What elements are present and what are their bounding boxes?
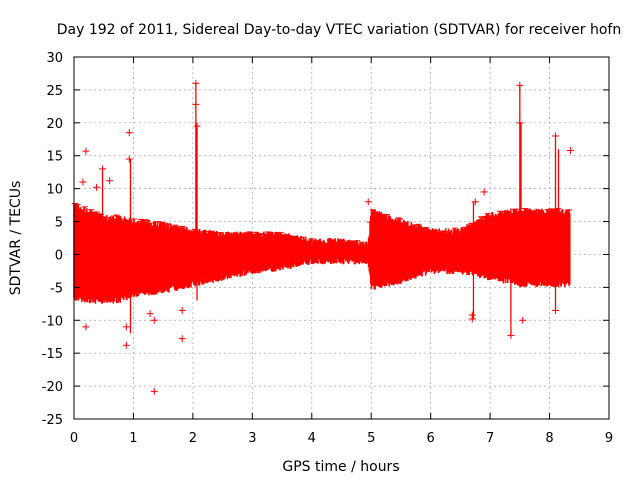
data-point [178,306,186,314]
data-point [507,331,515,339]
data-point [150,387,158,395]
data-point [99,165,107,173]
data-point [82,147,90,155]
x-tick-label: 7 [486,431,494,446]
data-point [122,323,130,331]
data-point [552,306,559,314]
x-tick-label: 8 [545,431,553,446]
y-tick-label: -25 [42,413,63,428]
x-tick-label: 5 [367,431,375,446]
data-point [519,316,527,324]
x-tick-label: 0 [70,431,78,446]
x-tick-label: 6 [427,431,435,446]
x-tick-label: 2 [189,431,197,446]
y-tick-label: 15 [46,150,63,165]
data-point [106,177,114,185]
data-point [516,81,524,89]
data-point [552,132,559,140]
data-point [125,155,133,163]
x-tick-label: 1 [129,431,137,446]
plot-frame [73,56,610,420]
x-tick-label: 9 [605,431,613,446]
data-point [516,119,524,127]
y-tick-label: 25 [46,84,63,99]
axis-ticks: 0 1 2 3 4 5 6 7 8 9 -25 -20 -15 -10 -5 0 5 10 15 20 25 30 [42,51,613,446]
y-tick-label: 0 [55,248,63,263]
y-tick-label: -20 [42,380,63,395]
data-point [150,316,158,324]
data-point [125,129,133,137]
y-axis-label: SDTVAR / TECUs [8,181,24,296]
chart-title: Day 192 of 2011, Sidereal Day-to-day VTE… [57,22,621,38]
data-point [178,335,186,343]
data-point [566,146,574,154]
data-point [82,323,90,331]
data-point [192,79,200,87]
y-tick-label: -10 [42,314,63,329]
data-point [471,198,479,206]
data-point [122,341,130,349]
data-point [193,122,201,130]
data-point [93,183,101,191]
data-point [480,188,488,196]
y-tick-label: 5 [55,216,63,231]
y-tick-label: 10 [46,183,63,198]
y-tick-label: 30 [46,51,63,66]
data-point [364,198,372,206]
y-tick-label: -15 [42,347,63,362]
y-tick-label: 20 [46,117,63,132]
x-axis-label: GPS time / hours [282,459,399,475]
data-point [79,178,87,186]
data-point [468,311,476,319]
data-point [146,310,154,318]
y-tick-label: -5 [50,281,63,296]
data-layer [71,79,574,395]
x-tick-label: 4 [308,431,316,446]
data-point [192,100,200,108]
x-tick-label: 3 [248,431,256,446]
